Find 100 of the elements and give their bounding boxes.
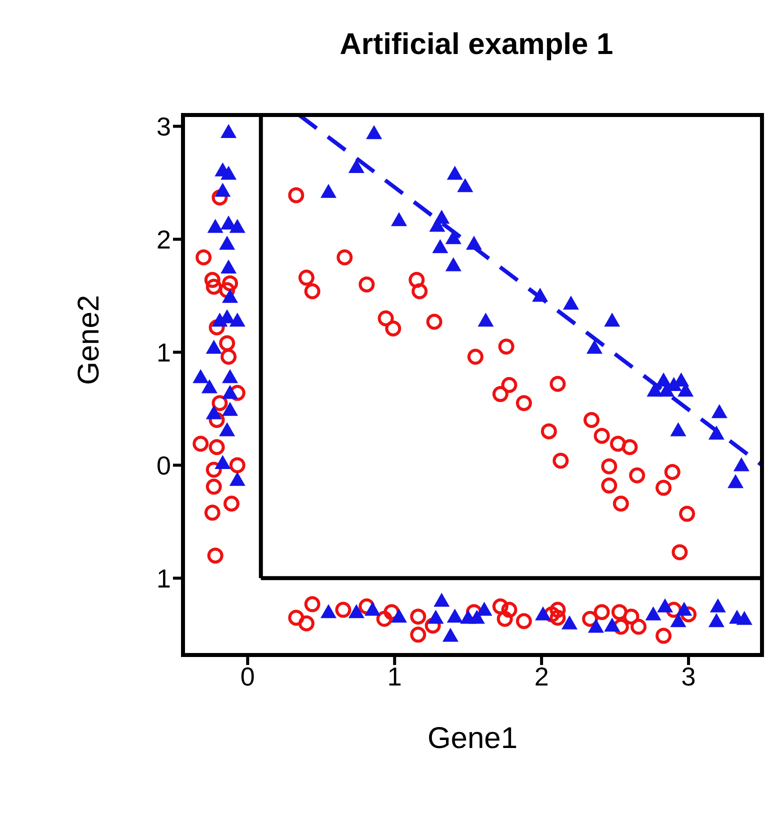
point [630, 618, 647, 635]
point [364, 602, 381, 616]
point [206, 278, 222, 295]
point [192, 436, 209, 452]
point [358, 598, 375, 614]
point [679, 506, 696, 522]
point [604, 312, 620, 327]
point [391, 212, 408, 226]
chart-title: Artificial example 1 [338, 28, 614, 62]
point [672, 544, 688, 560]
point [550, 376, 566, 392]
point [201, 379, 218, 394]
point [550, 602, 566, 618]
point [222, 275, 238, 292]
point [501, 602, 518, 618]
point [736, 610, 752, 625]
point [476, 602, 492, 616]
point [220, 348, 237, 365]
point [192, 369, 209, 384]
point [304, 283, 320, 300]
point [222, 402, 238, 416]
point [708, 613, 724, 628]
point [428, 610, 444, 624]
point [680, 606, 697, 622]
point [516, 395, 532, 412]
point [664, 464, 680, 480]
point [212, 189, 228, 206]
y-tick-label: 1 [156, 337, 171, 368]
point [594, 604, 610, 620]
point [196, 249, 212, 266]
point [623, 608, 640, 625]
point [434, 592, 450, 607]
point [492, 386, 508, 402]
point [498, 338, 514, 355]
point [645, 606, 662, 620]
point [214, 454, 231, 469]
point [207, 548, 224, 564]
point [220, 166, 237, 180]
point [445, 257, 462, 272]
point [594, 428, 610, 444]
point [219, 236, 236, 250]
point [410, 608, 426, 625]
point [320, 184, 336, 198]
x-tick-label: 2 [534, 661, 549, 692]
point [629, 467, 646, 484]
point [206, 478, 222, 495]
point [358, 276, 375, 292]
point [288, 187, 304, 204]
point [222, 384, 238, 399]
point [304, 596, 320, 612]
point [586, 340, 602, 354]
point [229, 218, 246, 233]
point [378, 310, 394, 326]
point [604, 618, 620, 632]
point [298, 615, 314, 632]
point [410, 626, 426, 643]
point [204, 272, 220, 288]
point [212, 395, 228, 412]
point [223, 496, 240, 512]
point [336, 249, 353, 266]
point [532, 288, 548, 302]
point [426, 314, 442, 330]
point [516, 613, 532, 630]
point [496, 610, 513, 627]
point [348, 158, 364, 173]
point [676, 602, 692, 616]
y-tick-label: 2 [156, 224, 171, 254]
point [728, 474, 744, 488]
point [208, 439, 225, 456]
point [478, 312, 494, 327]
point [610, 436, 626, 452]
point [492, 598, 508, 614]
point [457, 178, 474, 192]
y-axis-title: Gene2 [72, 294, 106, 385]
point [376, 610, 392, 627]
point [220, 260, 237, 274]
point [656, 628, 672, 644]
point [612, 496, 629, 512]
point [550, 610, 566, 626]
point [348, 604, 364, 618]
point [204, 504, 220, 521]
x-tick-label: 0 [240, 661, 255, 692]
point [467, 348, 484, 365]
point [229, 457, 246, 474]
point [208, 412, 225, 428]
point [384, 604, 400, 620]
point [588, 618, 604, 633]
point [733, 457, 750, 472]
point [622, 439, 638, 456]
point [657, 598, 674, 612]
point [391, 608, 408, 623]
y-tick-label: 3 [156, 112, 171, 142]
point [222, 288, 238, 303]
point [562, 296, 579, 310]
point [219, 282, 236, 298]
point [320, 604, 336, 618]
point [584, 412, 600, 428]
x-axis-title: Gene1 [427, 722, 518, 755]
point [385, 320, 402, 337]
point [501, 377, 518, 393]
